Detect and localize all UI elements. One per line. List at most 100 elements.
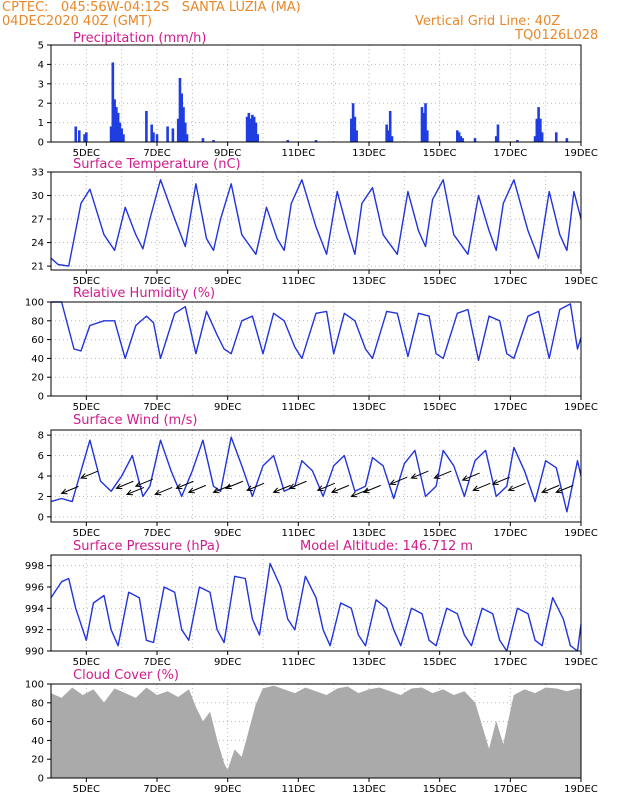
precipitation-bar: [111, 62, 115, 142]
precipitation-bar: [390, 136, 394, 142]
precipitation-bar: [350, 118, 353, 142]
wind-arrow: [125, 486, 145, 496]
panel-5: Surface Pressure (hPa) Model Altitude: 14…: [25, 539, 598, 668]
x-tick-label: 17DEC: [493, 784, 527, 795]
x-tick-label: 7DEC: [143, 148, 170, 159]
y-tick-label: 994: [25, 604, 44, 615]
x-tick-label: 15DEC: [423, 276, 457, 287]
x-tick-label: 7DEC: [143, 276, 170, 287]
panel-title: Surface Pressure (hPa): [73, 539, 220, 554]
wind-arrow: [134, 478, 153, 488]
wind-arrow: [472, 482, 491, 492]
y-tick-label: 0: [38, 774, 44, 785]
precipitation-bar: [461, 138, 464, 142]
x-tick-label: 5DEC: [73, 528, 100, 539]
y-tick-label: 5: [38, 41, 44, 52]
y-tick-label: 998: [25, 561, 44, 572]
precipitation-bar: [171, 128, 175, 142]
wind-arrow: [224, 480, 244, 490]
precipitation-bar: [355, 130, 358, 142]
y-tick-label: 60: [31, 335, 44, 346]
precipitation-bar: [539, 118, 542, 142]
precipitation-bar: [387, 130, 390, 142]
y-tick-label: 2: [38, 99, 44, 110]
precipitation-bar: [516, 140, 519, 142]
precipitation-bar: [422, 112, 426, 142]
precipitation-bar: [109, 126, 113, 142]
panel-3: Relative Humidity (%) 0 20 40 60 80 100 5DEC 7DE…: [25, 286, 598, 413]
precipitation-bar: [420, 107, 424, 142]
x-tick-label: 7DEC: [143, 402, 170, 413]
x-tick-label: 5DEC: [73, 148, 100, 159]
wind-arrow: [115, 480, 134, 490]
precipitation-bar: [201, 138, 205, 142]
precipitation-bar: [457, 132, 461, 142]
precipitation-bar: [145, 110, 148, 142]
x-tick-label: 15DEC: [423, 528, 457, 539]
y-tick-label: 60: [31, 717, 44, 728]
panel-2: Surface Temperature (nC) 21 24 27 30 33 5DEC 7D…: [31, 157, 598, 287]
y-tick-label: 992: [25, 625, 44, 636]
y-tick-label: 27: [31, 215, 44, 226]
x-tick-label: 7DEC: [143, 784, 170, 795]
x-tick-label: 5DEC: [73, 276, 100, 287]
precipitation-bar: [456, 130, 459, 142]
precipitation-bar: [494, 136, 498, 142]
precipitation-bar: [183, 122, 187, 142]
x-tick-label: 11DEC: [281, 657, 315, 668]
panel-title: Precipitation (mm/h): [73, 31, 206, 46]
x-tick-label: 19DEC: [564, 402, 598, 413]
y-tick-label: 20: [31, 755, 44, 766]
x-tick-label: 17DEC: [493, 276, 527, 287]
series-line: [50, 179, 582, 267]
wind-arrow: [60, 485, 79, 495]
header-model: TQ0126L028: [515, 28, 599, 43]
precipitation-bar: [77, 130, 81, 142]
x-tick-label: 13DEC: [352, 657, 386, 668]
precipitation-bar: [286, 140, 290, 142]
y-tick-label: 3: [38, 79, 44, 90]
y-tick-label: 100: [25, 298, 44, 309]
precipitation-bar: [166, 126, 169, 142]
x-tick-label: 15DEC: [423, 657, 457, 668]
x-tick-label: 9DEC: [214, 784, 241, 795]
wind-arrow: [246, 482, 265, 492]
x-tick-label: 11DEC: [281, 148, 315, 159]
panel-title: Cloud Cover (%): [73, 668, 179, 683]
wind-arrow: [555, 484, 574, 494]
model-altitude-annotation: Model Altitude: 146.712 m: [300, 539, 473, 554]
panel-title: Relative Humidity (%): [73, 286, 215, 301]
precipitation-bar: [150, 124, 153, 142]
precipitation-bar: [122, 134, 125, 142]
wind-arrow: [507, 482, 526, 492]
y-tick-label: 990: [25, 647, 44, 658]
x-tick-label: 9DEC: [214, 657, 241, 668]
panel-6: Cloud Cover (%) 0 20 40 60 80 100 5DEC 7DEC 9DEC 1…: [25, 668, 598, 795]
wind-arrow: [461, 472, 480, 481]
precipitation-bar: [426, 130, 429, 142]
precipitation-bar: [116, 112, 120, 142]
precipitation-bar: [533, 136, 537, 142]
wind-arrow: [175, 480, 194, 490]
precipitation-bar: [113, 99, 116, 142]
precipitation-bar: [180, 93, 184, 142]
precipitation-bar: [473, 138, 477, 142]
y-tick-label: 0: [38, 392, 44, 403]
precipitation-bar: [251, 114, 254, 142]
wind-arrow: [389, 476, 408, 486]
precipitation-bar: [252, 116, 256, 142]
panel-1: Precipitation (mm/h) 0 1 2 3 4 5 5DEC 7DEC 9DEC 11…: [38, 31, 598, 159]
wind-arrow: [491, 476, 510, 486]
wind-arrow: [288, 480, 307, 490]
y-tick-label: 0: [38, 512, 44, 523]
x-tick-label: 19DEC: [564, 528, 598, 539]
precipitation-bar: [537, 107, 540, 142]
y-tick-label: 24: [31, 238, 44, 249]
x-tick-label: 5DEC: [73, 402, 100, 413]
x-tick-label: 7DEC: [143, 657, 170, 668]
panel-frame: [50, 554, 582, 652]
y-tick-label: 6: [38, 451, 44, 462]
y-tick-label: 33: [31, 168, 44, 179]
precipitation-bar: [256, 134, 259, 142]
